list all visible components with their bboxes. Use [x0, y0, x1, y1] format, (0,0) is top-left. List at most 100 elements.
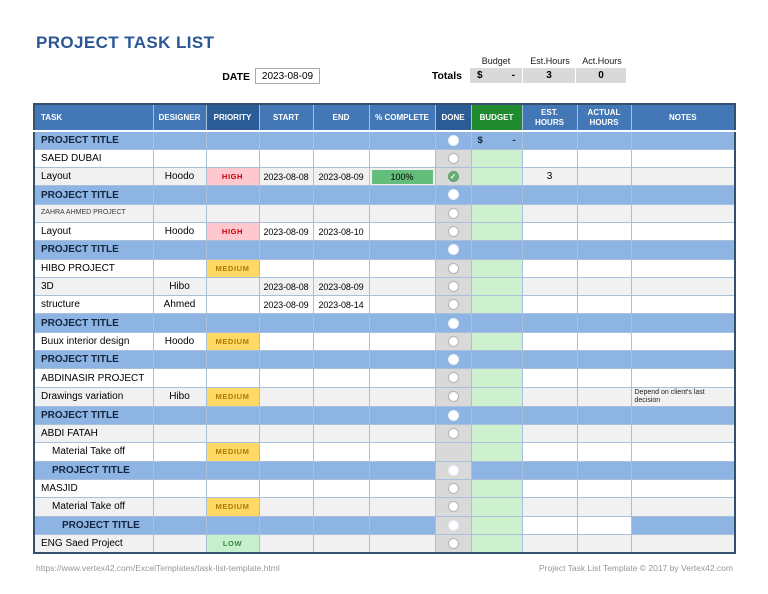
- notes-cell[interactable]: [630, 533, 736, 554]
- task-name-cell[interactable]: HIBO PROJECT: [33, 258, 154, 278]
- task-name-cell[interactable]: Buux interior design: [33, 331, 154, 352]
- budget-cell[interactable]: [470, 185, 523, 205]
- end-date-cell[interactable]: 2023-08-09: [312, 167, 370, 187]
- radio-circle-icon[interactable]: [447, 244, 459, 256]
- task-name-cell[interactable]: ABDI FATAH: [33, 424, 154, 444]
- percent-complete-cell[interactable]: [368, 331, 436, 352]
- budget-cell[interactable]: [470, 167, 523, 187]
- est-hours-cell[interactable]: [521, 313, 578, 333]
- percent-complete-cell[interactable]: [368, 240, 436, 260]
- est-hours-cell[interactable]: [521, 148, 578, 169]
- radio-circle-icon[interactable]: [447, 537, 459, 549]
- designer-cell[interactable]: [152, 203, 207, 223]
- designer-cell[interactable]: Hoodo: [152, 331, 207, 352]
- actual-hours-cell[interactable]: [576, 460, 632, 480]
- est-hours-cell[interactable]: 3: [521, 167, 578, 187]
- done-cell[interactable]: [434, 313, 472, 333]
- notes-cell[interactable]: [630, 368, 736, 388]
- notes-cell[interactable]: [630, 295, 736, 315]
- end-date-cell[interactable]: [312, 368, 370, 388]
- est-hours-cell[interactable]: [521, 497, 578, 517]
- est-hours-cell[interactable]: [521, 331, 578, 352]
- done-cell[interactable]: [434, 368, 472, 388]
- start-date-cell[interactable]: [258, 258, 314, 278]
- end-date-cell[interactable]: [312, 424, 370, 444]
- budget-cell[interactable]: [470, 276, 523, 297]
- budget-cell[interactable]: [470, 424, 523, 444]
- priority-cell[interactable]: MEDIUM: [205, 331, 260, 352]
- priority-cell[interactable]: [205, 368, 260, 388]
- radio-circle-icon[interactable]: [447, 428, 459, 440]
- budget-cell[interactable]: [470, 350, 523, 370]
- notes-cell[interactable]: [630, 221, 736, 242]
- notes-cell[interactable]: [630, 203, 736, 223]
- actual-hours-cell[interactable]: [576, 148, 632, 169]
- budget-cell[interactable]: [470, 331, 523, 352]
- start-date-cell[interactable]: [258, 331, 314, 352]
- budget-cell[interactable]: [470, 295, 523, 315]
- start-date-cell[interactable]: [258, 386, 314, 407]
- est-hours-cell[interactable]: [521, 350, 578, 370]
- start-date-cell[interactable]: [258, 148, 314, 169]
- designer-cell[interactable]: [152, 368, 207, 388]
- notes-cell[interactable]: [630, 167, 736, 187]
- priority-cell[interactable]: [205, 203, 260, 223]
- est-hours-cell[interactable]: [521, 405, 578, 426]
- actual-hours-cell[interactable]: [576, 258, 632, 278]
- start-date-cell[interactable]: [258, 442, 314, 462]
- done-cell[interactable]: [434, 203, 472, 223]
- radio-circle-icon[interactable]: [447, 280, 459, 292]
- designer-cell[interactable]: [152, 515, 207, 535]
- radio-circle-icon[interactable]: [447, 299, 459, 311]
- priority-cell[interactable]: [205, 313, 260, 333]
- percent-complete-cell[interactable]: [368, 515, 436, 535]
- priority-cell[interactable]: MEDIUM: [205, 497, 260, 517]
- priority-cell[interactable]: [205, 405, 260, 426]
- start-date-cell[interactable]: [258, 497, 314, 517]
- radio-circle-icon[interactable]: [447, 354, 459, 366]
- designer-cell[interactable]: [152, 130, 207, 150]
- check-circle-icon[interactable]: ✓: [447, 171, 459, 183]
- actual-hours-cell[interactable]: [576, 313, 632, 333]
- budget-cell[interactable]: [470, 368, 523, 388]
- task-name-cell[interactable]: ZAHRA AHMED PROJECT: [33, 203, 154, 223]
- est-hours-cell[interactable]: [521, 533, 578, 554]
- start-date-cell[interactable]: [258, 368, 314, 388]
- end-date-cell[interactable]: [312, 258, 370, 278]
- est-hours-cell[interactable]: [521, 130, 578, 150]
- est-hours-cell[interactable]: [521, 221, 578, 242]
- project-title-cell[interactable]: PROJECT TITLE: [33, 350, 154, 370]
- designer-cell[interactable]: [152, 185, 207, 205]
- priority-cell[interactable]: [205, 276, 260, 297]
- done-cell[interactable]: [434, 424, 472, 444]
- budget-cell[interactable]: [470, 258, 523, 278]
- budget-cell[interactable]: [470, 497, 523, 517]
- percent-complete-cell[interactable]: [368, 497, 436, 517]
- end-date-cell[interactable]: 2023-08-14: [312, 295, 370, 315]
- start-date-cell[interactable]: [258, 533, 314, 554]
- budget-cell[interactable]: [470, 221, 523, 242]
- start-date-cell[interactable]: [258, 350, 314, 370]
- end-date-cell[interactable]: [312, 533, 370, 554]
- actual-hours-cell[interactable]: [576, 331, 632, 352]
- priority-cell[interactable]: [205, 295, 260, 315]
- budget-cell[interactable]: [470, 533, 523, 554]
- done-cell[interactable]: [434, 148, 472, 169]
- task-name-cell[interactable]: Material Take off: [33, 497, 154, 517]
- designer-cell[interactable]: [152, 240, 207, 260]
- done-cell[interactable]: [434, 442, 472, 462]
- actual-hours-cell[interactable]: [576, 368, 632, 388]
- done-cell[interactable]: [434, 130, 472, 150]
- radio-circle-icon[interactable]: [447, 134, 459, 146]
- radio-circle-icon[interactable]: [447, 262, 459, 274]
- start-date-cell[interactable]: [258, 460, 314, 480]
- priority-cell[interactable]: [205, 478, 260, 499]
- task-name-cell[interactable]: 3D: [33, 276, 154, 297]
- end-date-cell[interactable]: [312, 405, 370, 426]
- actual-hours-cell[interactable]: [576, 478, 632, 499]
- budget-cell[interactable]: [470, 442, 523, 462]
- designer-cell[interactable]: Hoodo: [152, 167, 207, 187]
- notes-cell[interactable]: [630, 130, 736, 150]
- notes-cell[interactable]: [630, 331, 736, 352]
- designer-cell[interactable]: [152, 405, 207, 426]
